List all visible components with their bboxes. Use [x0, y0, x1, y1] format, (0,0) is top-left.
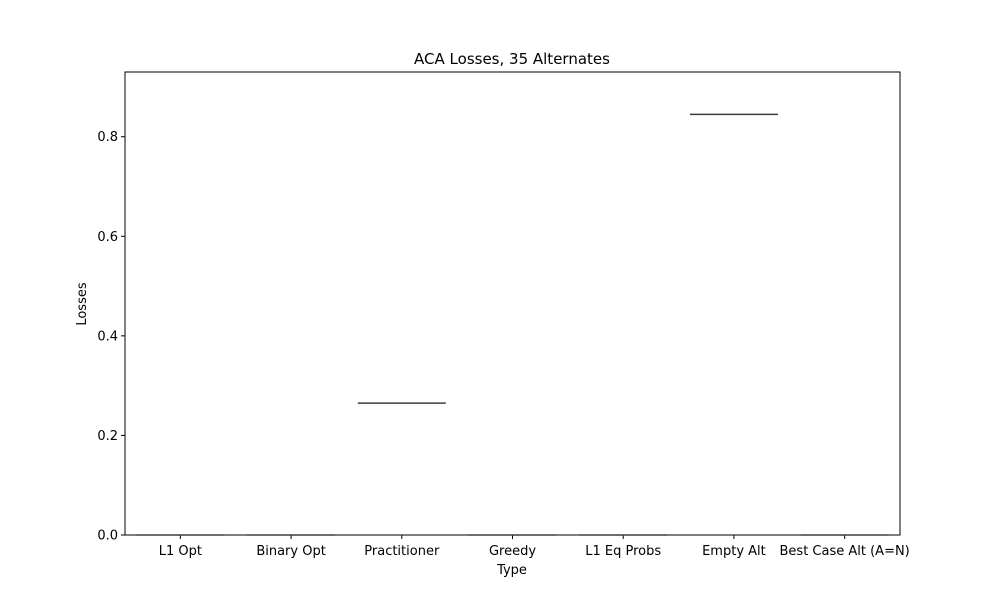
x-axis: L1 Opt Binary Opt Practitioner Greedy L1 Eq … — [159, 535, 910, 559]
x-tick-label: Greedy — [489, 544, 536, 559]
x-axis-label: Type — [496, 563, 527, 578]
x-tick-label: L1 Eq Probs — [585, 544, 661, 559]
y-axis: 0.0 0.2 0.4 0.6 0.8 — [97, 130, 125, 544]
chart-title: ACA Losses, 35 Alternates — [414, 50, 610, 68]
plot-area-frame — [124, 71, 901, 536]
box-plot-marks — [136, 113, 889, 536]
x-tick-label: L1 Opt — [159, 544, 202, 559]
y-tick-label: 0.4 — [97, 329, 118, 344]
y-tick-label: 0.6 — [97, 230, 118, 245]
x-tick-label: Empty Alt — [702, 544, 766, 559]
y-tick-label: 0.2 — [97, 429, 118, 444]
x-tick-label: Practitioner — [364, 544, 440, 559]
y-axis-label: Losses — [75, 282, 90, 326]
x-tick-label: Binary Opt — [256, 544, 326, 559]
x-tick-label: Best Case Alt (A=N) — [780, 544, 910, 559]
y-tick-label: 0.0 — [97, 529, 118, 544]
y-tick-label: 0.8 — [97, 130, 118, 145]
